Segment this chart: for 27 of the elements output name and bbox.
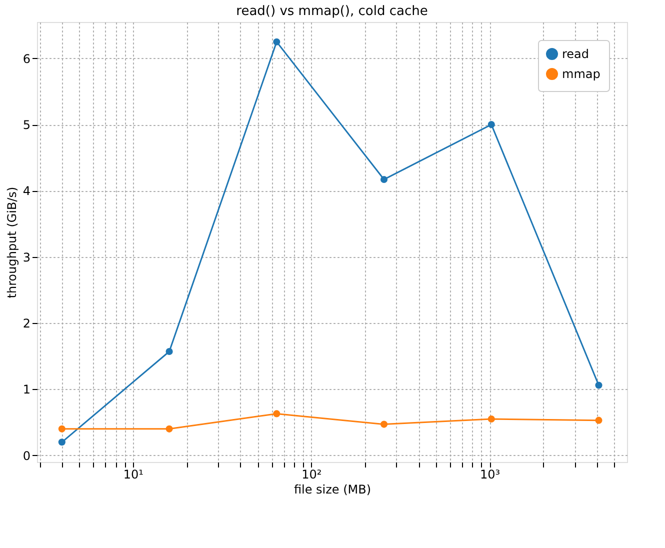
x-tick-label: 10² [302, 468, 322, 482]
x-axis-title: file size (MB) [294, 482, 372, 496]
point [58, 425, 66, 432]
point [380, 176, 388, 184]
y-tick-label: 2 [22, 316, 30, 331]
y-tick-label: 1 [22, 382, 30, 397]
point [166, 348, 173, 356]
point [58, 438, 66, 446]
legend-label: mmap [562, 67, 600, 81]
y-tick-label: 0 [22, 448, 30, 463]
y-tick-label: 4 [22, 184, 30, 198]
y-axis-title: throughput (GiB/s) [4, 186, 19, 298]
point [488, 121, 495, 128]
x-tick-label: 10¹ [123, 468, 144, 482]
y-tick-label: 3 [22, 250, 30, 264]
x-tick-label: 10³ [480, 468, 500, 482]
chart-title: read() vs mmap(), cold cache [236, 4, 428, 19]
point [488, 415, 495, 423]
point [166, 425, 173, 432]
legend-label: read [562, 47, 590, 61]
point [273, 38, 280, 46]
y-tick-label: 6 [22, 52, 30, 66]
point [595, 382, 602, 389]
point [380, 420, 388, 428]
point [595, 416, 602, 424]
y-tick-label: 5 [22, 118, 30, 132]
point [273, 410, 280, 418]
